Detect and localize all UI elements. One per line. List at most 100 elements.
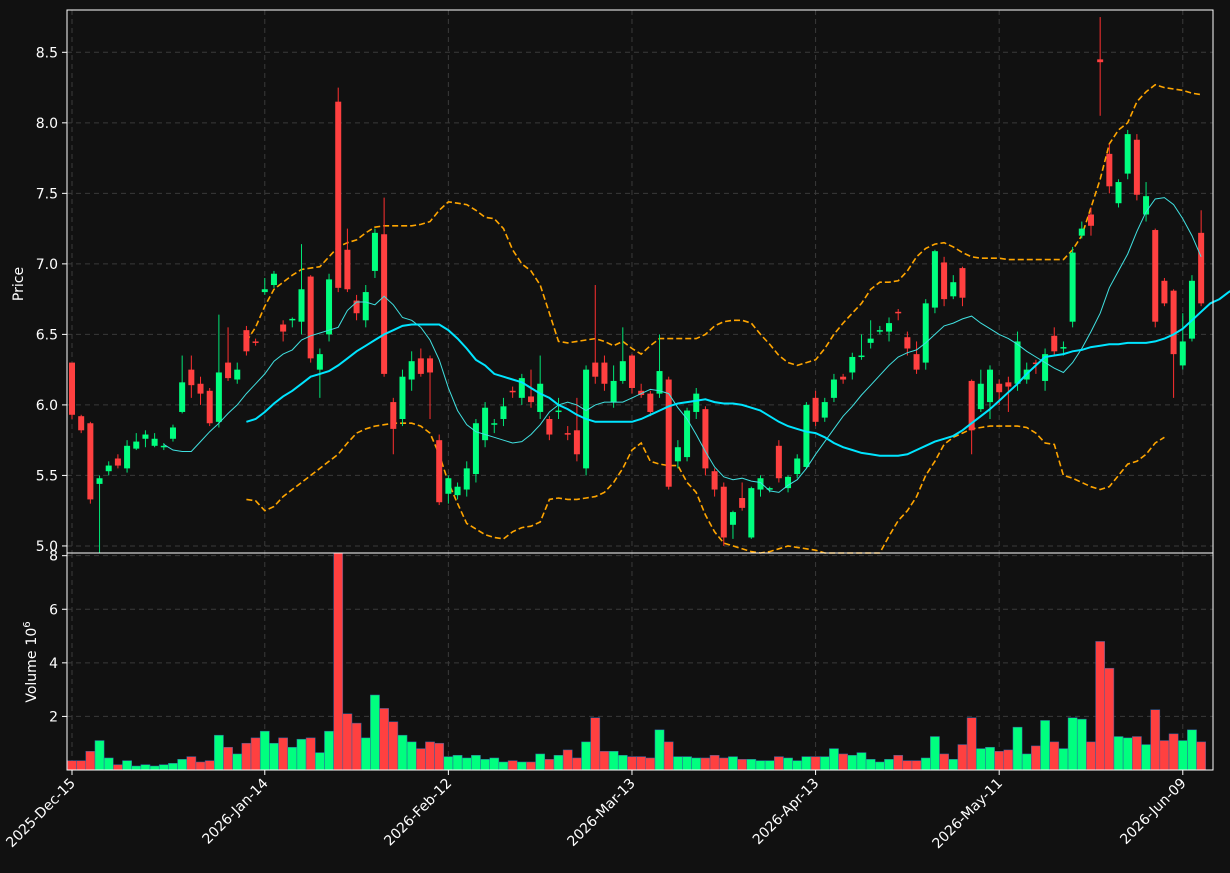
candle-body — [1188, 280, 1195, 339]
price-tick-label: 5.0 — [36, 539, 58, 555]
candle-body — [601, 362, 608, 384]
volume-bar — [645, 757, 656, 771]
price-tick-label: 6.0 — [36, 398, 58, 414]
moving-average-fast-line — [163, 197, 1202, 493]
candle-body — [408, 361, 415, 380]
candle-body — [1124, 134, 1131, 174]
candle-body — [316, 354, 323, 370]
candle-body — [78, 416, 85, 431]
volume-bar — [296, 738, 307, 771]
volume-bar — [948, 759, 959, 771]
volume-bar — [461, 757, 472, 771]
volume-axis-exponent-power: 6 — [22, 621, 33, 627]
candle-body — [362, 292, 369, 321]
volume-bar — [269, 742, 279, 771]
volume-bar — [324, 730, 334, 771]
volume-bar — [617, 755, 628, 771]
volume-bar — [1003, 749, 1014, 771]
volume-bar — [673, 756, 683, 771]
candle-body — [674, 447, 681, 462]
volume-bar — [783, 757, 793, 771]
volume-bar — [718, 757, 729, 771]
volume-bar — [939, 753, 949, 771]
volume-bar — [627, 756, 637, 771]
volume-bar — [875, 761, 885, 771]
candle-body — [638, 390, 645, 396]
volume-bar — [489, 757, 500, 771]
volume-bar — [452, 755, 463, 771]
candle-body — [179, 382, 186, 412]
volume-grid — [67, 553, 1213, 770]
volume-bar — [838, 753, 848, 771]
volume-bar — [1040, 720, 1050, 771]
volume-bar — [223, 746, 233, 771]
candle-body — [849, 356, 856, 373]
candle-body — [941, 262, 948, 300]
volume-bar — [278, 737, 288, 771]
candle-body — [1143, 196, 1150, 215]
candles — [69, 17, 1205, 553]
candle-body — [592, 362, 599, 377]
candle-body — [739, 497, 746, 508]
volume-bar — [865, 759, 876, 771]
volume-bar — [764, 760, 775, 771]
candle-body — [427, 358, 434, 373]
candle-body — [619, 361, 626, 381]
volume-bar — [214, 734, 224, 771]
candle-body — [775, 445, 782, 479]
volume-bar — [884, 759, 894, 771]
candle-body — [234, 369, 241, 380]
volume-bar — [902, 760, 913, 771]
volume-bar — [103, 757, 114, 771]
volume-bar — [351, 722, 362, 771]
candle-body — [702, 409, 709, 469]
candle-body — [1032, 362, 1039, 365]
volume-bar — [1177, 740, 1188, 771]
candle-body — [1198, 232, 1205, 304]
candle-body — [463, 468, 470, 490]
candle-body — [977, 383, 984, 410]
candle-body — [684, 410, 691, 458]
volume-bar — [241, 742, 252, 771]
candle-body — [895, 311, 902, 314]
volume-bar — [801, 756, 812, 771]
volume-bar — [140, 764, 151, 771]
candle-body — [390, 402, 397, 429]
volume-bar — [636, 756, 647, 771]
volume-bar — [994, 750, 1005, 771]
candle-body — [1115, 182, 1122, 204]
volume-bar — [682, 756, 692, 771]
volume-bar — [1196, 741, 1206, 771]
volume-bar — [149, 765, 160, 771]
candle-body — [252, 341, 259, 343]
candle-body — [472, 423, 479, 475]
volume-bar — [985, 746, 995, 771]
candle-body — [243, 330, 250, 352]
volume-bar — [259, 730, 270, 771]
price-grid — [67, 10, 1213, 553]
volume-bar — [709, 755, 720, 771]
candle-body — [766, 488, 773, 490]
bollinger-upper-line — [245, 83, 1202, 367]
candle-body — [876, 330, 883, 332]
bollinger-lower-line — [246, 422, 1165, 554]
candle-body — [307, 276, 314, 359]
candle-body — [417, 358, 424, 374]
volume-bar — [856, 752, 867, 771]
price-tick-label: 7.5 — [36, 186, 58, 202]
candle-body — [261, 289, 268, 293]
candle-body — [326, 279, 333, 335]
candle-body — [987, 369, 993, 403]
candle-body — [445, 478, 452, 494]
volume-axis-exponent: 10 — [24, 628, 40, 646]
candle-body — [151, 438, 158, 446]
price-tick-label: 8.5 — [36, 45, 58, 61]
candle-body — [160, 445, 167, 448]
volume-bar — [572, 757, 582, 771]
volume-bar — [1159, 740, 1170, 771]
candle-body — [821, 402, 828, 418]
volume-bar — [1104, 667, 1115, 771]
candle-body — [1161, 280, 1168, 304]
candle-body — [757, 478, 764, 490]
